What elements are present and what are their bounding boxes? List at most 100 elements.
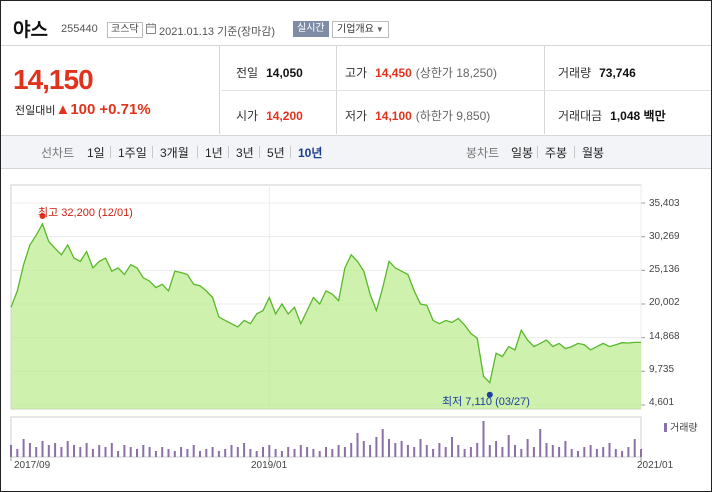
tab-1w[interactable]: 1주일 xyxy=(118,146,147,160)
volume-bar xyxy=(539,429,542,457)
divider xyxy=(574,146,575,158)
volume-bar xyxy=(22,439,25,457)
volume-bar xyxy=(312,449,315,457)
volume-bar xyxy=(306,447,309,457)
volume-bar xyxy=(79,447,82,457)
volume-bar xyxy=(167,449,170,457)
stat-high: 고가 14,450 (상한가 18,250) xyxy=(345,66,497,80)
volume-bar xyxy=(595,449,598,457)
stat-low: 저가 14,100 (하한가 9,850) xyxy=(345,109,491,123)
tab-3m[interactable]: 3개월 xyxy=(160,146,189,160)
volume-bar xyxy=(28,443,31,457)
volume-bar xyxy=(41,441,44,457)
volume-bar xyxy=(432,449,435,457)
volume-bar xyxy=(148,447,151,457)
volume-bar xyxy=(602,447,605,457)
current-price: 14,150 xyxy=(13,64,94,95)
volume-bar xyxy=(419,439,422,457)
volume-bar xyxy=(60,447,63,457)
volume-bar xyxy=(482,421,485,457)
divider xyxy=(1,45,711,46)
volume-bar xyxy=(558,447,561,457)
chevron-down-icon: ▼ xyxy=(375,25,384,34)
company-overview-dropdown[interactable]: 기업개요 ▼ xyxy=(332,21,389,38)
volume-bar xyxy=(551,445,554,457)
volume-bar xyxy=(507,435,510,457)
stat-open: 시가 14,200 xyxy=(236,109,303,123)
volume-bar xyxy=(173,451,176,457)
volume-bar xyxy=(10,445,12,457)
volume-bar xyxy=(331,449,334,457)
volume-bar xyxy=(406,445,409,457)
tab-3y[interactable]: 3년 xyxy=(236,146,254,160)
volume-bar xyxy=(621,451,624,457)
x-tick-label: 2017/09 xyxy=(14,460,51,471)
stat-amount: 거래대금 1,048 백만 xyxy=(558,109,666,123)
volume-bar xyxy=(400,441,403,457)
volume-bar xyxy=(343,447,346,457)
stock-name[interactable]: 야스 xyxy=(13,20,48,41)
tab-daily[interactable]: 일봉 xyxy=(511,146,534,160)
volume-bar xyxy=(469,447,472,457)
volume-bar xyxy=(589,445,592,457)
tab-1y[interactable]: 1년 xyxy=(205,146,223,160)
volume-bar xyxy=(35,447,38,457)
volume-bar xyxy=(640,449,642,457)
volume-bar xyxy=(205,449,208,457)
volume-bar xyxy=(91,449,94,457)
volume-bar xyxy=(583,447,586,457)
volume-bar xyxy=(570,449,573,457)
volume-bar xyxy=(633,439,636,457)
volume-bar xyxy=(66,441,69,457)
volume-bar xyxy=(545,443,548,457)
volume-bar xyxy=(577,451,579,457)
volume-bar xyxy=(444,447,447,457)
divider xyxy=(221,90,711,91)
volume-bar xyxy=(564,441,567,457)
volume-bar xyxy=(154,451,157,457)
volume-bar xyxy=(388,439,390,457)
volume-bar xyxy=(476,443,479,457)
candle-chart-label: 봉차트 xyxy=(466,146,500,160)
volume-bar xyxy=(136,449,138,457)
volume-bar xyxy=(438,443,441,457)
stat-prev-close: 전일 14,050 xyxy=(236,66,303,80)
volume-bar xyxy=(532,447,535,457)
volume-bar xyxy=(110,443,113,457)
divider xyxy=(259,146,260,158)
tab-5y[interactable]: 5년 xyxy=(267,146,285,160)
tab-1d[interactable]: 1일 xyxy=(87,146,105,160)
realtime-button[interactable]: 실시간 xyxy=(293,21,329,37)
volume-bar xyxy=(287,447,290,457)
quote-date: 2021.01.13 기준(장마감) xyxy=(159,26,276,38)
tab-weekly[interactable]: 주봉 xyxy=(545,146,568,160)
volume-legend: 거래량 xyxy=(664,419,698,434)
volume-bar xyxy=(117,451,120,457)
volume-bar xyxy=(627,447,630,457)
volume-bar xyxy=(451,437,453,457)
price-change: 전일대비▲100 +0.71% xyxy=(15,101,151,118)
price-chart[interactable] xyxy=(1,167,711,491)
y-tick-label: 14,868 xyxy=(649,331,680,342)
tab-monthly[interactable]: 월봉 xyxy=(582,146,605,160)
volume-bar xyxy=(262,447,264,457)
volume-bar xyxy=(274,449,277,457)
volume-bar xyxy=(488,445,491,457)
volume-bar xyxy=(268,445,271,457)
tab-10y[interactable]: 10년 xyxy=(298,146,323,160)
volume-bar xyxy=(54,443,57,457)
volume-bar xyxy=(293,449,296,457)
divider xyxy=(228,146,229,158)
volume-bar xyxy=(47,445,50,457)
x-tick-label: 2019/01 xyxy=(251,460,288,471)
volume-bar xyxy=(129,447,132,457)
y-tick-label: 9,735 xyxy=(649,364,675,375)
volume-bar xyxy=(104,447,107,457)
x-tick-label: 2021/01 xyxy=(637,460,674,471)
divider xyxy=(219,46,220,134)
volume-bar xyxy=(413,447,416,457)
divider xyxy=(537,146,538,158)
y-tick-label: 35,403 xyxy=(649,198,680,209)
price-summary: 14,150 전일대비▲100 +0.71% xyxy=(1,46,219,134)
volume-bar xyxy=(142,445,145,457)
